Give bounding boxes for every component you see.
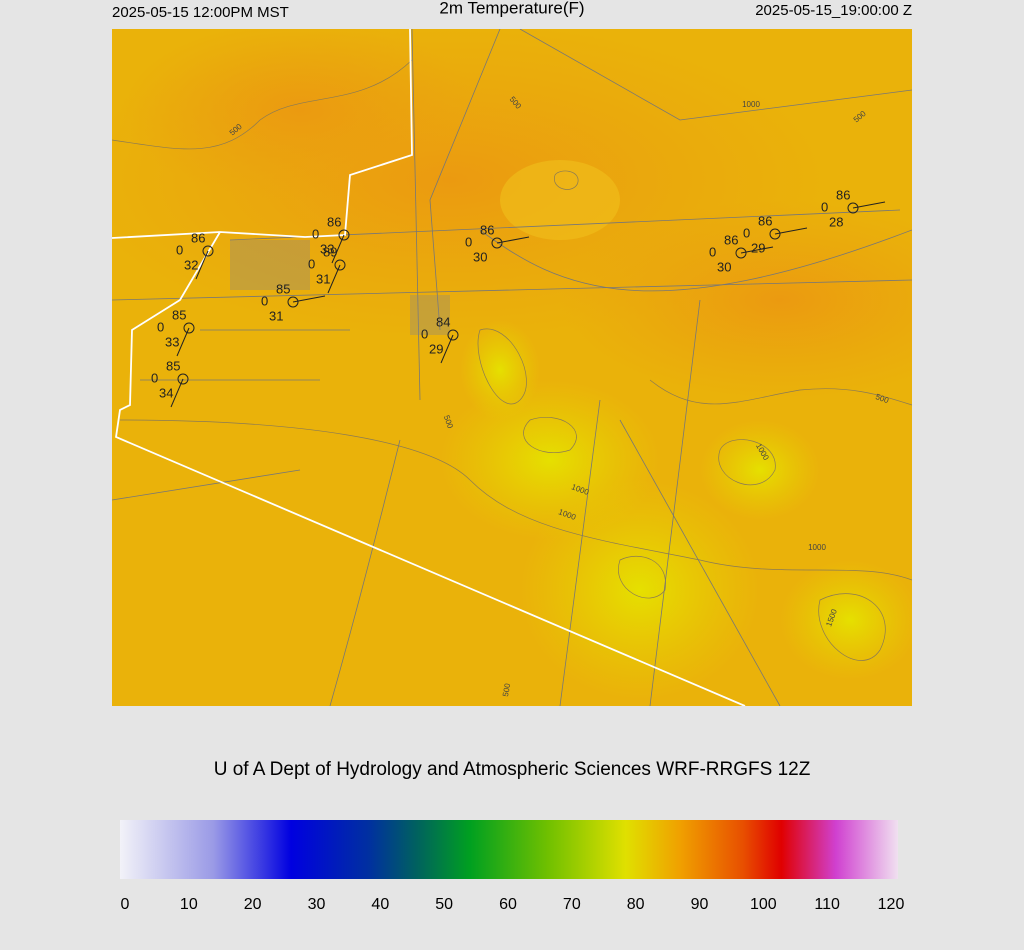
station-temperature: 86 [327, 214, 341, 229]
header-title: 2m Temperature(F) [439, 0, 584, 17]
wind-barb [327, 264, 341, 294]
station-bottom: 29 [429, 341, 443, 356]
station-left: 0 [421, 326, 428, 341]
contour-label: 500 [501, 682, 512, 697]
station-marker [338, 229, 350, 241]
station-marker [491, 237, 503, 249]
colorbar-tick-label: 100 [750, 896, 777, 913]
station-bottom: 30 [473, 249, 487, 264]
wind-barb [170, 378, 184, 408]
station-temperature: 86 [724, 232, 738, 247]
station-marker [183, 322, 195, 334]
wind-barb [740, 246, 774, 254]
station-bottom: 31 [316, 271, 330, 286]
station-temperature: 89 [323, 244, 337, 259]
station-left: 0 [157, 319, 164, 334]
colorbar-tick-label: 80 [627, 896, 645, 913]
station-left: 0 [709, 244, 716, 259]
station-left: 0 [261, 293, 268, 308]
wind-barb [195, 250, 209, 280]
colorbar-tick-label: 60 [499, 896, 517, 913]
header-left: 2025-05-15 12:00PM MST [112, 4, 289, 21]
station-temperature: 86 [836, 187, 850, 202]
colorbar-tick-label: 110 [814, 896, 840, 913]
station-marker [769, 228, 781, 240]
wind-barb [176, 327, 190, 357]
station-temperature: 85 [172, 307, 186, 322]
colorbar-tick-label: 120 [878, 896, 905, 913]
station-bottom: 34 [159, 385, 173, 400]
station-left: 0 [465, 234, 472, 249]
station-temperature: 85 [166, 358, 180, 373]
station-temperature: 86 [191, 230, 205, 245]
station-marker [447, 329, 459, 341]
header-right: 2025-05-15_19:00:00 Z [755, 2, 912, 19]
colorbar-tick-label: 10 [180, 896, 198, 913]
station-bottom: 33 [165, 334, 179, 349]
wind-barb [440, 334, 454, 364]
station-left: 0 [176, 242, 183, 257]
station-bottom: 28 [829, 214, 843, 229]
colorbar-tick-label: 90 [691, 896, 709, 913]
colorbar-tick-label: 20 [244, 896, 262, 913]
colorbar [120, 820, 898, 879]
station-marker [202, 245, 214, 257]
footer: U of A Dept of Hydrology and Atmospheric… [214, 759, 811, 780]
wind-barb [496, 236, 530, 244]
station-bottom: 30 [717, 259, 731, 274]
station-temperature: 86 [758, 213, 772, 228]
station-left: 0 [743, 225, 750, 240]
wind-barb [852, 201, 886, 209]
station-bottom: 31 [269, 308, 283, 323]
station-bottom: 32 [184, 257, 198, 272]
colorbar-tick-label: 50 [435, 896, 453, 913]
station-marker [287, 296, 299, 308]
station-marker [334, 259, 346, 271]
station-left: 0 [151, 370, 158, 385]
contour-label: 1000 [808, 543, 826, 552]
colorbar-tick-label: 70 [563, 896, 581, 913]
station-bottom: 29 [751, 240, 765, 255]
station-left: 0 [821, 199, 828, 214]
wind-barb [774, 227, 808, 235]
colorbar-tick-label: 40 [371, 896, 389, 913]
wind-barb [292, 295, 326, 303]
station-left: 0 [312, 226, 319, 241]
station-temperature: 84 [436, 314, 450, 329]
station-marker [177, 373, 189, 385]
map [112, 29, 912, 706]
colorbar-tick-label: 0 [121, 896, 130, 913]
contour-label: 500 [874, 392, 890, 405]
station-left: 0 [308, 256, 315, 271]
station-bottom: 33 [320, 241, 334, 256]
wind-barb [331, 234, 345, 264]
colorbar-tick-label: 30 [308, 896, 326, 913]
station-marker [847, 202, 859, 214]
contour-label: 500 [442, 414, 455, 430]
station-temperature: 86 [480, 222, 494, 237]
station-temperature: 85 [276, 281, 290, 296]
station-marker [735, 247, 747, 259]
contour-label: 1000 [742, 100, 760, 109]
